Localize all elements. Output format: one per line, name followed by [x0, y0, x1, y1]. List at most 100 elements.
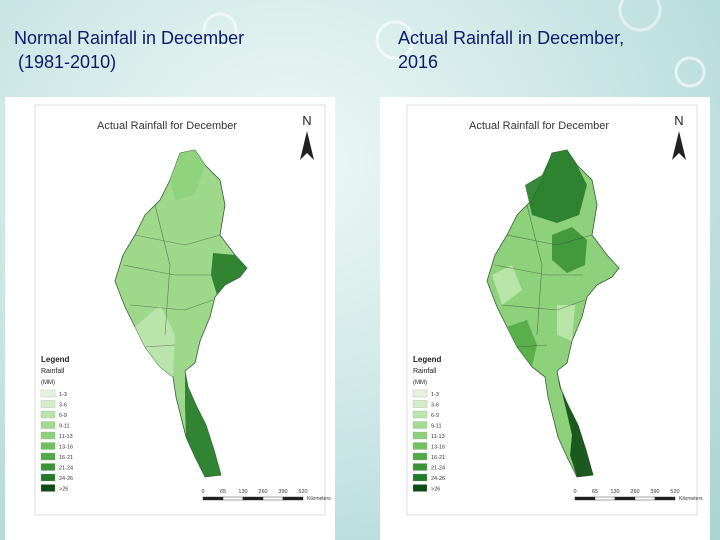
legend-swatch	[40, 431, 56, 440]
legend-unit: (MM)	[413, 380, 427, 386]
legend-label: 1-3	[431, 392, 439, 398]
legend-label: 1-3	[59, 392, 67, 398]
legend-label: 3-6	[59, 403, 67, 409]
legend-swatch	[40, 410, 56, 419]
rainfall-zone	[557, 305, 575, 341]
legend-swatch	[412, 442, 428, 450]
legend-swatch	[412, 431, 428, 440]
left-heading: Normal Rainfall in December (1981-2010)	[14, 26, 334, 74]
scale-segment	[594, 496, 616, 501]
legend-swatch	[40, 484, 56, 492]
scale-segment	[262, 496, 284, 501]
scale-label: 65	[592, 489, 598, 495]
legend-swatch	[40, 442, 56, 450]
left-title: Normal Rainfall in December	[14, 28, 245, 48]
scale-segment	[614, 496, 636, 501]
legend-swatch	[412, 484, 428, 492]
north-arrow	[672, 131, 686, 160]
division-borders	[494, 204, 593, 348]
rainfall-zone	[135, 305, 175, 377]
legend-subtitle: Rainfall	[413, 368, 437, 375]
rainfall-zone	[185, 371, 221, 477]
rainfall-zone	[525, 150, 587, 223]
legend-label: 16-21	[431, 455, 445, 461]
scale-label: 0	[201, 489, 204, 495]
bubble	[202, 12, 238, 48]
legend-swatch	[412, 473, 428, 482]
legend-label: 24-26	[59, 476, 73, 482]
map-title: Actual Rainfall for December	[97, 120, 237, 132]
scale-label: 260	[630, 489, 639, 495]
legend-label: 11-13	[59, 434, 73, 440]
legend-label: 6-9	[59, 413, 67, 419]
legend-swatch	[40, 452, 56, 461]
rainfall-zone	[170, 150, 205, 200]
rainfall-zone	[211, 253, 247, 295]
scale-label: 65	[220, 489, 226, 495]
legend-label: 13-16	[431, 445, 445, 451]
legend-label: 21-24	[431, 466, 445, 472]
legend-swatch	[40, 473, 56, 482]
map: Actual Rainfall for December N Legend Rainf…	[406, 104, 703, 516]
legend-label: 21-24	[59, 466, 73, 472]
scale-label: 260	[258, 489, 267, 495]
bubble	[375, 20, 415, 60]
north-arrow	[300, 131, 314, 160]
scale-label: 520	[670, 489, 679, 495]
legend-swatch	[412, 421, 428, 429]
bubble	[618, 0, 662, 32]
legend-swatch	[412, 389, 428, 398]
left-subtitle: (1981-2010)	[18, 52, 117, 72]
scale-label: 390	[278, 489, 287, 495]
legend-label: 3-6	[431, 403, 439, 409]
legend-swatch	[40, 389, 56, 398]
scale-segment	[202, 496, 224, 501]
legend-swatch	[412, 400, 428, 408]
legend-label: 16-21	[59, 455, 73, 461]
legend-label: 11-13	[431, 434, 445, 440]
scale-unit: Kilometers	[679, 496, 703, 502]
scale-label: 390	[650, 489, 659, 495]
rainfall-zone	[492, 265, 522, 305]
right-title: Actual Rainfall in December, 2016	[398, 28, 625, 72]
legend-label: >26	[431, 487, 440, 493]
rainfall-zone	[507, 320, 537, 367]
legend-label: >26	[59, 487, 68, 493]
scale-segment	[222, 496, 244, 501]
legend-swatch	[40, 421, 56, 429]
legend-label: 13-16	[59, 445, 73, 451]
legend-swatch	[40, 463, 56, 471]
legend-title: Legend	[41, 355, 70, 364]
rainfall-zone	[552, 227, 587, 273]
bubble	[674, 56, 706, 88]
scale-segment	[634, 496, 656, 501]
map: Actual Rainfall for December N Legend Rainf…	[34, 104, 331, 516]
rainfall-zone	[557, 371, 593, 477]
legend-label: 9-11	[431, 424, 442, 430]
north-label: N	[674, 113, 683, 128]
right-heading: Actual Rainfall in December, 2016	[398, 26, 648, 74]
legend-swatch	[412, 452, 428, 461]
legend-swatch	[40, 400, 56, 408]
legend-label: 6-9	[431, 413, 439, 419]
legend-label: 9-11	[59, 424, 70, 430]
scale-unit: Kilometers	[307, 496, 331, 502]
scale-label: 520	[298, 489, 307, 495]
legend-swatch	[412, 463, 428, 471]
scale-segment	[282, 496, 304, 501]
scale-segment	[242, 496, 264, 501]
map-title: Actual Rainfall for December	[469, 120, 609, 132]
scale-segment	[654, 496, 676, 501]
scale-label: 0	[573, 489, 576, 495]
legend-unit: (MM)	[41, 380, 55, 386]
legend-title: Legend	[413, 355, 442, 364]
north-label: N	[302, 113, 311, 128]
legend-label: 24-26	[431, 476, 445, 482]
legend-swatch	[412, 410, 428, 419]
scale-segment	[574, 496, 596, 501]
legend-subtitle: Rainfall	[41, 368, 65, 375]
scale-label: 130	[238, 489, 247, 495]
